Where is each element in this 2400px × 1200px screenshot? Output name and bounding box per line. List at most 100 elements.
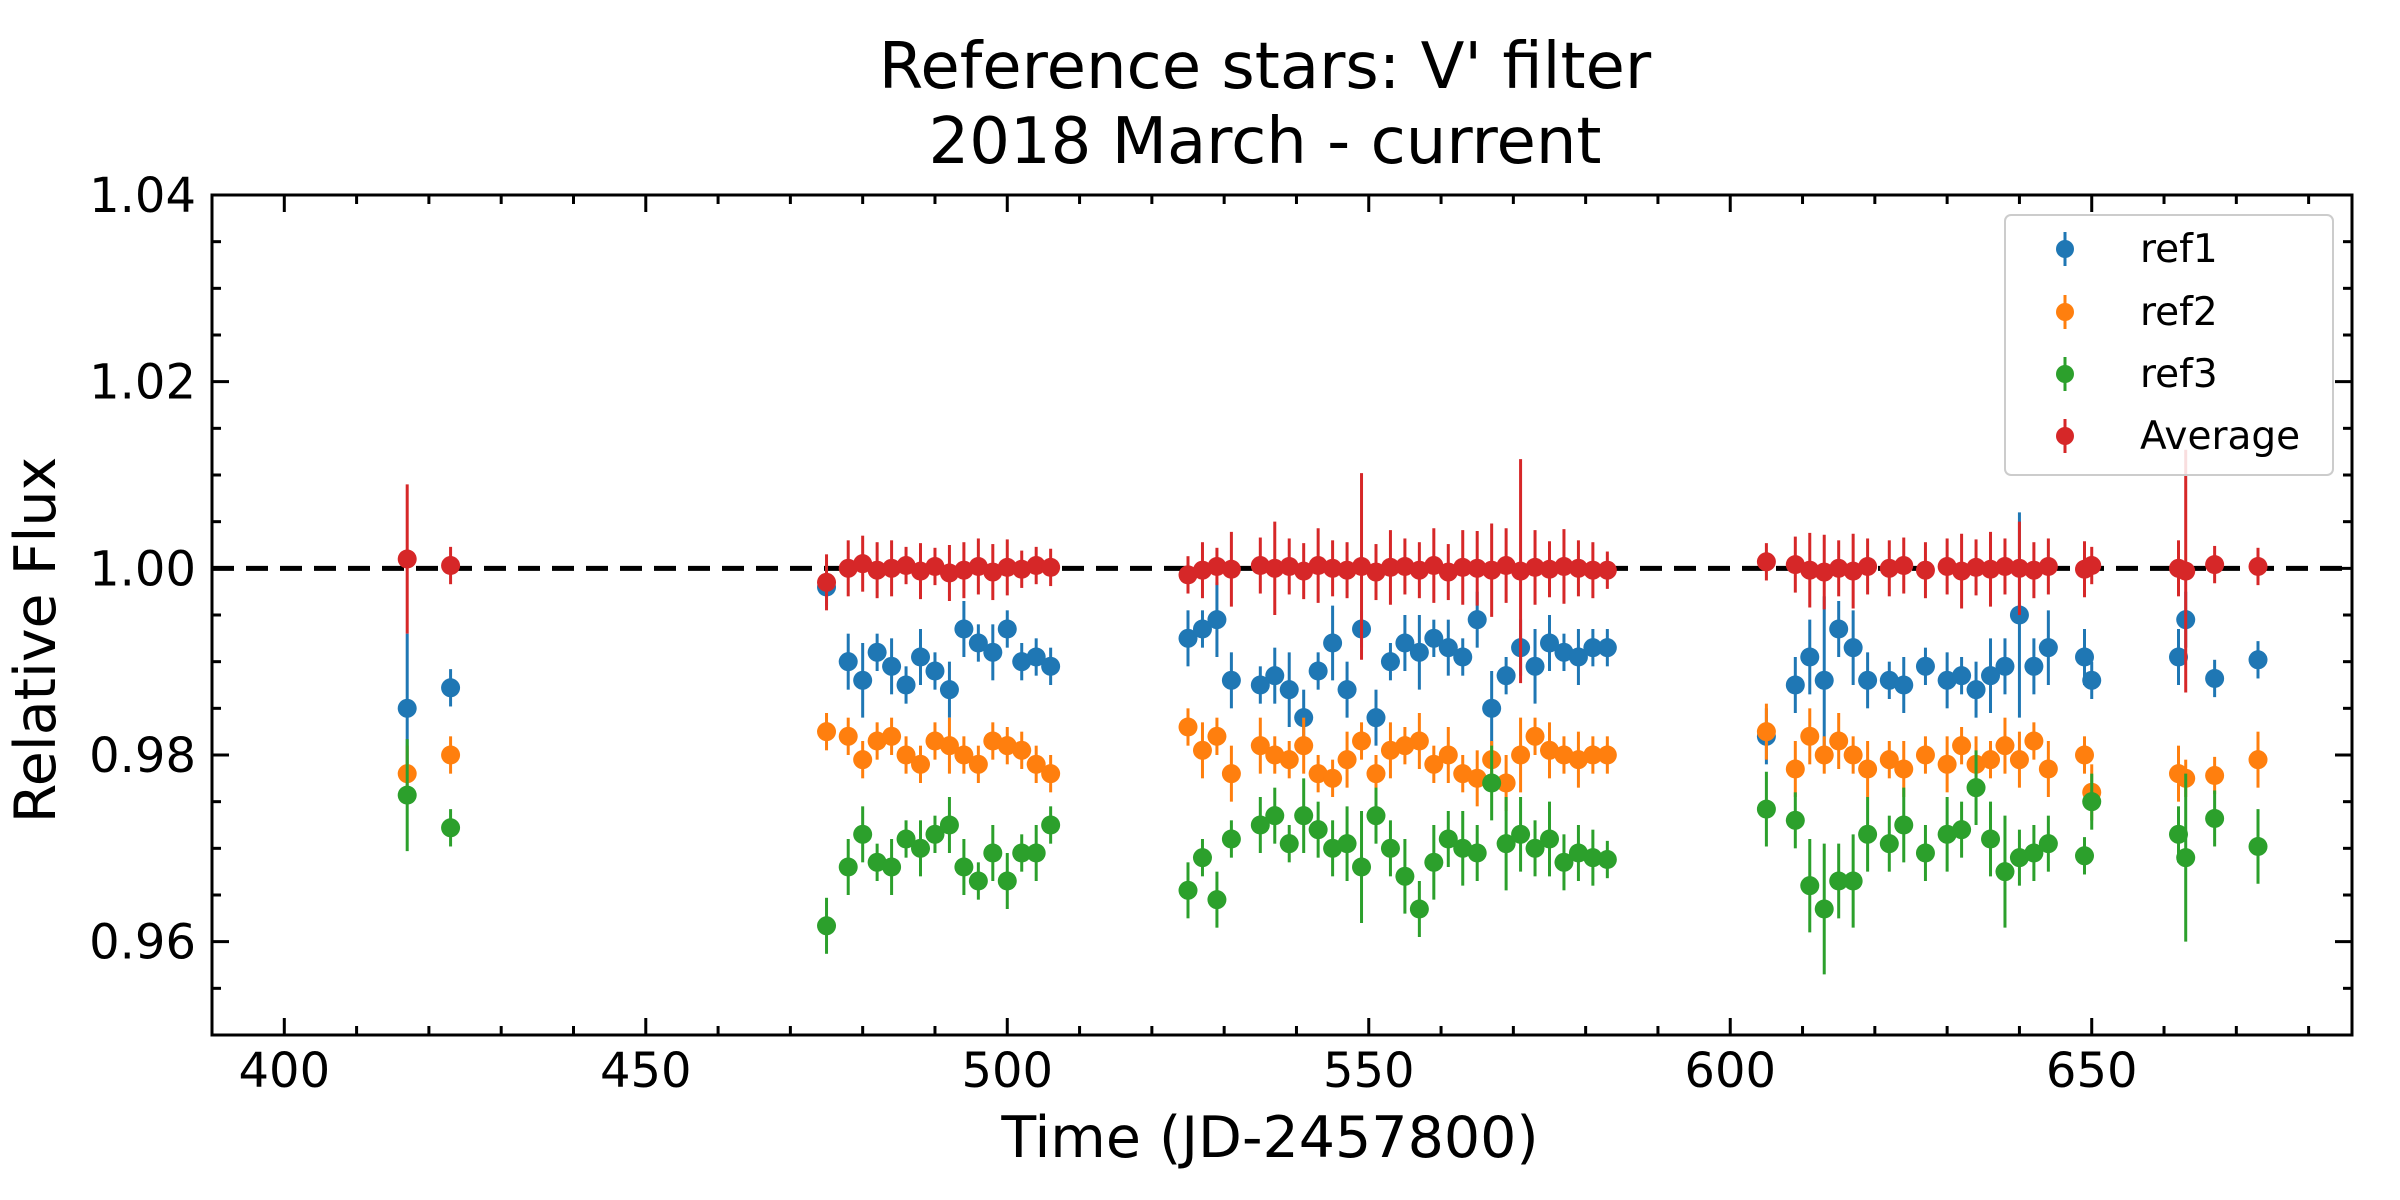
data-point <box>1894 675 1914 695</box>
data-point <box>1937 556 1957 576</box>
data-point <box>1250 556 1270 576</box>
data-point <box>1879 834 1899 854</box>
data-point <box>2248 556 2268 576</box>
data-point <box>1981 666 2001 686</box>
legend-box <box>2004 214 2334 476</box>
data-point <box>1041 815 1061 835</box>
data-point <box>1496 666 1516 686</box>
y-axis-label: Relative Flux <box>3 457 69 823</box>
data-point <box>1879 750 1899 770</box>
data-point <box>1843 638 1863 658</box>
data-point <box>983 642 1003 662</box>
series-ref2 <box>397 703 2268 821</box>
data-point <box>817 572 837 592</box>
data-point <box>983 843 1003 863</box>
data-point <box>1012 843 1032 863</box>
data-point <box>1554 556 1574 576</box>
data-point <box>1352 731 1372 751</box>
data-point <box>1308 820 1328 840</box>
data-point <box>1511 561 1531 581</box>
data-point <box>1323 768 1343 788</box>
data-point <box>2024 656 2044 676</box>
data-point <box>1540 740 1559 760</box>
data-point <box>1221 670 1241 690</box>
data-point <box>1937 670 1957 690</box>
data-point <box>853 554 873 574</box>
data-point <box>2009 750 2029 770</box>
data-point <box>1981 829 2001 849</box>
x-tick-label: 500 <box>961 1043 1053 1099</box>
data-point <box>1294 806 1314 826</box>
data-point <box>1207 890 1227 910</box>
data-point <box>1395 633 1415 653</box>
data-point <box>1583 848 1603 868</box>
data-point <box>1308 764 1328 784</box>
data-point <box>1453 557 1473 577</box>
data-point <box>1814 745 1834 765</box>
data-point <box>2168 647 2188 667</box>
data-point <box>1438 745 1458 765</box>
data-point <box>1041 557 1061 577</box>
data-point <box>2075 647 2094 667</box>
data-point <box>939 815 959 835</box>
data-point <box>1012 652 1032 672</box>
data-point <box>1026 754 1046 774</box>
data-point <box>1424 754 1444 774</box>
data-point <box>1814 562 1834 582</box>
data-point <box>2075 745 2094 765</box>
data-point <box>1192 848 1212 868</box>
data-point <box>1395 736 1415 756</box>
data-point <box>1192 560 1212 580</box>
data-point <box>1323 558 1343 578</box>
legend-item-ref1: ref1 <box>2056 227 2218 272</box>
data-point <box>1178 628 1198 648</box>
data-point <box>1438 829 1458 849</box>
data-point <box>1756 552 1776 572</box>
data-point <box>997 736 1017 756</box>
data-point <box>1554 852 1574 872</box>
data-point <box>911 754 931 774</box>
data-point <box>441 556 461 576</box>
data-point <box>1568 843 1588 863</box>
data-point <box>838 558 858 578</box>
data-point <box>1937 754 1957 774</box>
data-point <box>1178 565 1198 585</box>
data-point <box>1250 675 1270 695</box>
data-point <box>1756 722 1776 742</box>
data-point <box>1800 560 1820 580</box>
data-point <box>1554 745 1574 765</box>
data-point <box>1843 745 1863 765</box>
data-point <box>1453 647 1473 667</box>
data-point <box>1814 899 1834 919</box>
data-point <box>1525 557 1545 577</box>
data-point <box>1554 642 1574 662</box>
series-ref3 <box>397 739 2268 975</box>
data-point <box>983 731 1003 751</box>
data-point <box>838 857 858 877</box>
data-point <box>1568 558 1588 578</box>
data-point <box>1597 850 1617 870</box>
data-point <box>896 556 916 576</box>
data-point <box>882 726 902 746</box>
data-point <box>1467 768 1487 788</box>
data-point <box>867 852 887 872</box>
data-point <box>1894 815 1914 835</box>
legend-marker-ref1 <box>2056 240 2074 258</box>
data-point <box>1409 899 1429 919</box>
data-point <box>838 652 858 672</box>
data-point <box>1380 740 1400 760</box>
data-point <box>1337 680 1357 700</box>
data-point <box>817 722 837 742</box>
data-point <box>896 745 916 765</box>
data-point <box>1915 843 1935 863</box>
data-point <box>1511 824 1531 844</box>
data-point <box>1966 557 1986 577</box>
data-point <box>1207 726 1227 746</box>
data-point <box>1265 666 1285 686</box>
legend: ref1 ref2 ref3 Average <box>2004 214 2334 476</box>
data-point <box>1380 652 1400 672</box>
series-ref1 <box>397 512 2268 783</box>
data-point <box>1467 610 1487 630</box>
data-point <box>882 857 902 877</box>
